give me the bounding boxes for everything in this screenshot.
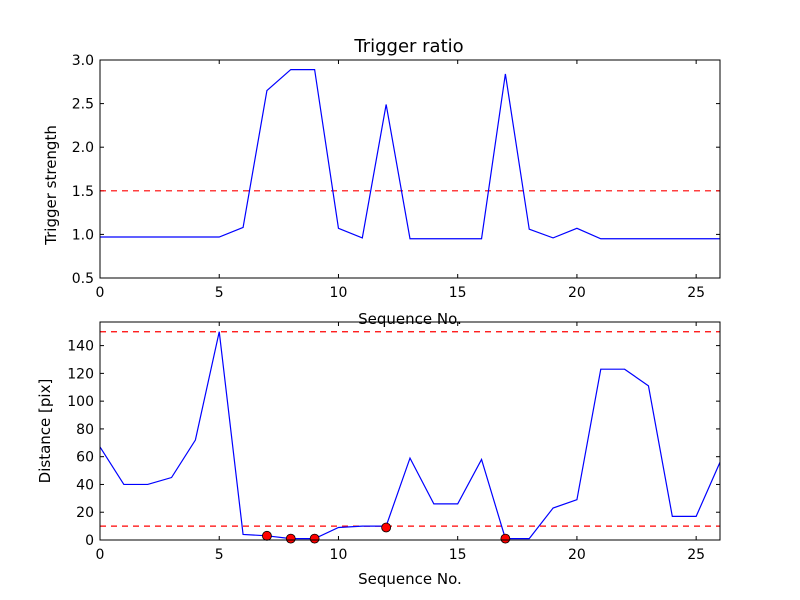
highlight-point: [262, 530, 272, 541]
x-tick-label: 20: [568, 547, 586, 563]
x-tick-label: 5: [215, 285, 224, 301]
series-line: [99, 331, 721, 540]
plot-frame: [99, 321, 721, 541]
y-axis-label: Trigger strength: [42, 125, 60, 246]
y-tick-label: 140: [67, 339, 94, 355]
y-tick-label: 120: [67, 366, 94, 382]
x-tick-label: 10: [330, 547, 348, 563]
y-tick-label: 60: [76, 450, 94, 466]
y-tick-label: 2.5: [72, 97, 94, 113]
highlight-point: [309, 533, 320, 544]
chart-title: Trigger ratio: [353, 36, 463, 57]
x-tick-label: 5: [215, 547, 224, 563]
x-tick-label: 15: [449, 547, 467, 563]
y-tick-label: 40: [76, 477, 94, 493]
x-tick-label: 25: [687, 547, 705, 563]
highlight-point: [381, 522, 392, 533]
x-tick-label: 10: [330, 285, 348, 301]
y-tick-label: 3.0: [72, 53, 94, 69]
x-tick-label: 0: [96, 547, 105, 563]
y-axis-label: Distance [pix]: [36, 379, 54, 484]
y-tick-label: 0.5: [72, 271, 94, 287]
plot-frame: [99, 59, 721, 279]
y-tick-label: 1.0: [72, 227, 94, 243]
y-tick-label: 80: [76, 422, 94, 438]
highlight-point: [285, 533, 296, 544]
x-tick-label: 0: [96, 285, 105, 301]
y-tick-label: 100: [67, 394, 94, 410]
x-tick-label: 15: [449, 285, 467, 301]
trigger-ratio-chart: Trigger ratio Sequence No. Trigger stren…: [42, 36, 721, 328]
y-tick-label: 0: [85, 533, 94, 549]
y-tick-label: 20: [76, 505, 94, 521]
x-axis-label: Sequence No.: [358, 570, 462, 588]
x-tick-label: 20: [568, 285, 586, 301]
y-tick-label: 2.0: [72, 140, 94, 156]
x-axis-label: Sequence No.: [358, 310, 462, 328]
series-line: [100, 68, 720, 240]
x-tick-label: 25: [687, 285, 705, 301]
y-tick-label: 1.5: [72, 184, 94, 200]
highlight-point: [500, 533, 511, 544]
distance-chart: Sequence No. Distance [pix] 0 5 10 15 20 25 0 2…: [36, 321, 721, 588]
